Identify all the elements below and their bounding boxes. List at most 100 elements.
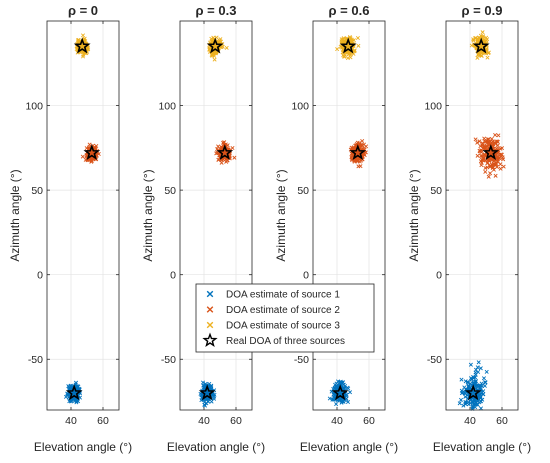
legend-star-marker [202, 332, 218, 347]
data-point [480, 158, 486, 163]
y-tick-label: -50 [28, 354, 43, 366]
y-tick-label: -50 [427, 354, 442, 366]
data-point [495, 154, 500, 159]
data-point [342, 386, 347, 391]
data-point [488, 139, 493, 144]
data-point [459, 377, 464, 382]
panel-1: 40 60 -50 0 50 100 ρ = 0 Elevation angle (°) Azi… [8, 3, 132, 454]
data-point [330, 397, 335, 402]
data-point [479, 381, 484, 386]
data-point [351, 145, 356, 150]
x-tick-label: 40 [464, 415, 476, 427]
data-point [347, 390, 353, 395]
data-point [501, 164, 506, 169]
data-point [346, 386, 351, 391]
true-doa-star [349, 144, 367, 161]
data-point [493, 173, 498, 178]
data-point [353, 158, 358, 163]
data-point [484, 369, 489, 374]
data-point [486, 174, 491, 179]
data-point [492, 161, 497, 166]
legend-box [195, 283, 375, 353]
data-point [345, 399, 351, 405]
data-point [480, 30, 485, 35]
data-point [224, 158, 230, 163]
y-axis-label: Azimuth angle (°) [141, 169, 155, 261]
data-point [463, 394, 468, 399]
panel-4: 40 60 -50 0 50 100 ρ = 0.9 Elevation angle (°) A… [407, 3, 531, 454]
data-point [355, 159, 360, 164]
data-point [472, 36, 478, 41]
data-point [479, 160, 484, 165]
data-point [485, 55, 490, 60]
legend-entry-4: Real DOA of three sources [202, 332, 345, 347]
data-point [208, 386, 213, 391]
data-point [498, 166, 503, 171]
data-point [501, 157, 506, 162]
legend-entry-3: DOA estimate of source 3 [206, 321, 340, 332]
data-point [477, 139, 482, 144]
panel-3: 40 60 -50 0 50 100 ρ = 0.6 Elevation angle (°) A… [274, 3, 398, 454]
data-point [496, 133, 501, 138]
data-point [480, 153, 485, 159]
data-point [340, 398, 346, 403]
data-point [200, 380, 206, 385]
legend-x-marker [206, 306, 214, 313]
data-point [473, 405, 478, 410]
data-point [475, 140, 480, 145]
data-point [473, 370, 478, 375]
data-point [80, 154, 85, 159]
y-tick-label: 0 [170, 269, 176, 281]
data-point [213, 51, 218, 56]
data-point [457, 401, 462, 406]
data-point [81, 52, 86, 57]
data-point [488, 171, 493, 176]
y-tick-label: 50 [31, 185, 43, 197]
x-tick-label: 40 [331, 415, 343, 427]
data-point [499, 152, 504, 157]
y-tick-label: 0 [303, 269, 309, 281]
x-axis-label: Elevation angle (°) [300, 440, 398, 454]
data-point [470, 400, 475, 406]
data-point [360, 138, 365, 144]
data-point [94, 143, 99, 149]
data-point [461, 403, 466, 408]
data-point [355, 140, 360, 145]
data-point [483, 169, 488, 174]
true-doa-star [206, 37, 224, 54]
y-tick-label: -50 [294, 354, 309, 366]
data-point [232, 155, 237, 160]
y-tick-label: 50 [297, 185, 309, 197]
data-point [334, 402, 339, 407]
data-point [493, 132, 498, 138]
x-tick-label: 60 [363, 415, 375, 427]
axes-box [312, 20, 386, 411]
data-point [476, 360, 481, 365]
data-point [216, 157, 221, 162]
data-point [220, 44, 225, 49]
data-point [334, 384, 339, 389]
data-point [471, 38, 476, 43]
true-doa-star [339, 37, 357, 54]
axes-box [46, 20, 120, 411]
data-point [495, 159, 500, 164]
data-point [356, 43, 361, 48]
data-point [218, 37, 223, 42]
x-tick-label: 40 [65, 415, 77, 427]
data-point [344, 396, 349, 401]
y-tick-label: 100 [158, 100, 176, 112]
data-point [465, 380, 470, 385]
data-point [348, 35, 353, 41]
legend-label: DOA estimate of source 2 [226, 305, 340, 316]
data-point [495, 139, 500, 145]
y-tick-label: 50 [430, 185, 442, 197]
data-point [483, 165, 488, 171]
true-doa-star [464, 384, 482, 401]
x-axis-label: Elevation angle (°) [167, 440, 265, 454]
data-point [499, 146, 505, 151]
legend-label: DOA estimate of source 3 [226, 321, 340, 332]
data-point [202, 400, 207, 405]
data-point [364, 144, 369, 149]
x-tick-label: 40 [198, 415, 210, 427]
